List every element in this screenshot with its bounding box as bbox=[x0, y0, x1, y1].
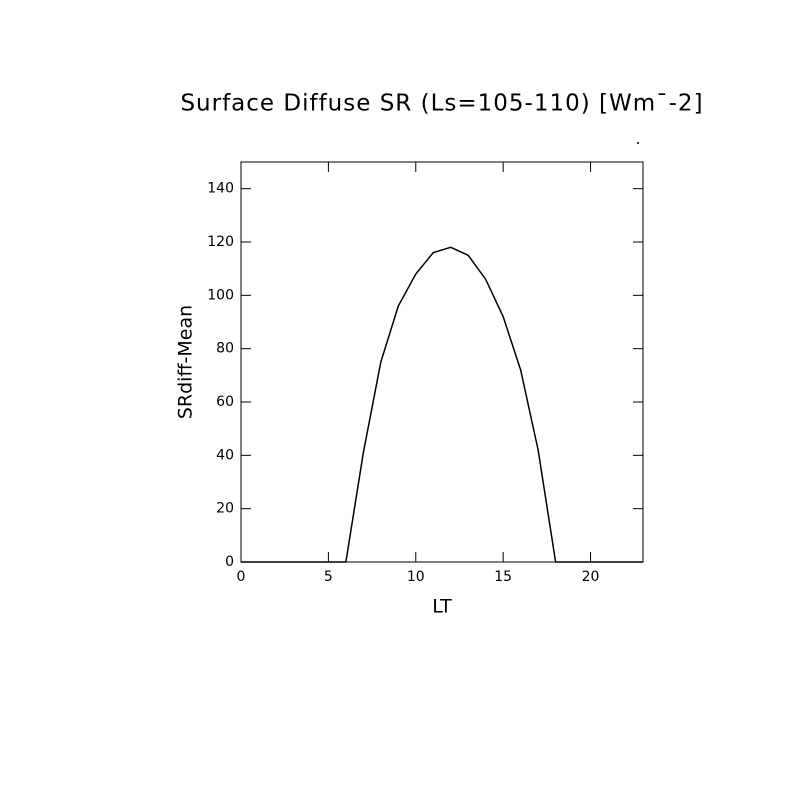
x-tick-label: 20 bbox=[582, 569, 600, 585]
data-line bbox=[241, 246, 643, 563]
y-tick-label: 60 bbox=[216, 394, 234, 410]
y-tick-label: 0 bbox=[225, 554, 234, 570]
plot-frame bbox=[240, 161, 644, 563]
y-tick-label: 140 bbox=[207, 181, 234, 197]
x-tick-label: 15 bbox=[494, 569, 512, 585]
y-tick-label: 40 bbox=[216, 447, 234, 463]
x-tick-label: 0 bbox=[237, 569, 246, 585]
x-tick-label: 10 bbox=[407, 569, 425, 585]
chart-title: Surface Diffuse SR (Ls=105-110) [Wm¯-2] bbox=[180, 91, 703, 117]
y-tick-label: 120 bbox=[207, 234, 234, 250]
y-tick-label: 100 bbox=[207, 287, 234, 303]
y-tick-label: 20 bbox=[216, 501, 234, 517]
x-tick-label: 5 bbox=[324, 569, 333, 585]
y-axis-label: SRdiff-Mean bbox=[175, 305, 197, 419]
dot bbox=[637, 142, 639, 144]
y-tick-label: 80 bbox=[216, 341, 234, 357]
x-axis-label: LT bbox=[432, 596, 452, 618]
